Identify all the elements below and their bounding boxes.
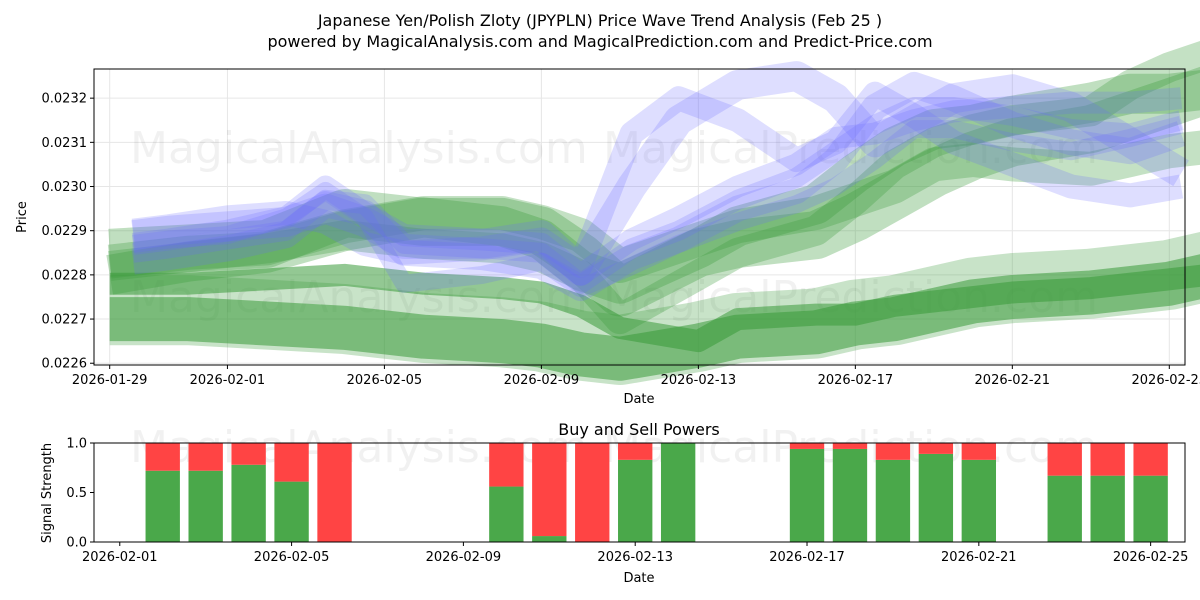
blue-band-wave-4 xyxy=(131,61,1189,286)
green-band-upper-2 xyxy=(106,70,1200,304)
top-xtick-label-4: 2026-02-13 xyxy=(661,373,737,388)
sell-bar-13 xyxy=(918,443,954,454)
sell-bar-5 xyxy=(489,443,524,487)
sell-bar-11 xyxy=(832,443,868,449)
bottom-xtick-label-4: 2026-02-17 xyxy=(769,550,845,565)
top-y-ticks: 0.0226 0.0227 0.0228 0.0229 0.0230 0.0231 0.02… xyxy=(42,92,94,372)
bottom-ytick-label-0: 0.0 xyxy=(66,536,87,551)
chart-title-line-2: powered by MagicalAnalysis.com and Magic… xyxy=(267,32,932,51)
top-ytick-label-1: 0.0227 xyxy=(42,313,88,328)
signal-bars xyxy=(145,443,1168,542)
top-x-axis-label: Date xyxy=(623,392,654,407)
top-y-axis-label: Price xyxy=(15,201,30,233)
sell-bar-15 xyxy=(1047,443,1082,476)
buy-sell-title: Buy and Sell Powers xyxy=(558,420,720,439)
top-x-ticks: 2026-01-29 2026-02-01 2026-02-05 2026-02-09… xyxy=(72,365,1200,388)
green-band-upper-3 xyxy=(107,130,1200,283)
top-ytick-label-3: 0.0229 xyxy=(42,224,88,239)
top-xtick-label-6: 2026-02-21 xyxy=(975,373,1051,388)
sell-bar-7 xyxy=(575,443,610,542)
blue-band-wave-3 xyxy=(131,71,1186,302)
sell-bar-16 xyxy=(1090,443,1125,476)
sell-bar-2 xyxy=(231,443,266,465)
buy-bar-6 xyxy=(532,536,567,542)
bottom-ytick-label-2: 1.0 xyxy=(66,437,87,452)
bottom-y-ticks: 0.0 0.5 1.0 xyxy=(66,437,94,551)
blue-band-wave-2 xyxy=(131,97,1184,294)
bottom-y-axis-label: Signal Strength xyxy=(40,443,55,543)
top-xtick-label-1: 2026-02-01 xyxy=(190,373,266,388)
buy-bar-1 xyxy=(188,470,223,542)
top-ytick-label-6: 0.0232 xyxy=(42,92,88,107)
top-xtick-label-3: 2026-02-09 xyxy=(504,373,580,388)
chart-title-line-1: Japanese Yen/Polish Zloty (JPYPLN) Price… xyxy=(317,11,882,30)
green-band-upper-4 xyxy=(108,41,1200,335)
watermark-prediction-top: MagicalPrediction.com xyxy=(603,123,1098,174)
sell-bar-1 xyxy=(188,443,223,471)
sell-bar-8 xyxy=(618,443,653,460)
buy-bar-15 xyxy=(1047,475,1082,542)
top-xtick-label-0: 2026-01-29 xyxy=(72,373,148,388)
bottom-xtick-label-1: 2026-02-05 xyxy=(254,550,330,565)
buy-bar-11 xyxy=(832,448,868,542)
bottom-ytick-label-1: 0.5 xyxy=(66,486,87,501)
sell-bar-6 xyxy=(532,443,567,537)
buy-sell-powers-chart: Buy and Sell Powers MagicalAnalysis.com … xyxy=(40,420,1188,586)
buy-bar-14 xyxy=(961,459,997,542)
bottom-xtick-label-0: 2026-02-01 xyxy=(82,550,158,565)
buy-bar-2 xyxy=(231,464,266,542)
sell-bar-3 xyxy=(274,443,309,482)
top-ytick-label-2: 0.0228 xyxy=(42,268,88,283)
top-xtick-label-7: 2026-02-25 xyxy=(1132,373,1200,388)
blue-band-wave-5 xyxy=(131,81,1184,278)
buy-bar-13 xyxy=(918,453,954,542)
top-ytick-label-5: 0.0231 xyxy=(42,136,88,151)
bottom-xtick-label-6: 2026-02-25 xyxy=(1113,550,1189,565)
sell-bar-4 xyxy=(317,443,352,542)
bottom-xtick-label-5: 2026-02-21 xyxy=(941,550,1017,565)
top-xtick-label-2: 2026-02-05 xyxy=(347,373,423,388)
bottom-xtick-label-3: 2026-02-13 xyxy=(597,550,673,565)
buy-bar-12 xyxy=(875,459,911,542)
sell-bar-17 xyxy=(1133,443,1168,476)
top-xtick-label-5: 2026-02-17 xyxy=(818,373,894,388)
buy-bar-17 xyxy=(1133,475,1168,542)
sell-bar-0 xyxy=(145,443,180,471)
buy-bar-8 xyxy=(618,459,653,542)
green-band-upper-1 xyxy=(108,66,1200,317)
buy-bar-16 xyxy=(1090,475,1125,542)
top-plot-frame xyxy=(93,68,1186,366)
buy-bar-9 xyxy=(660,443,696,542)
price-wave-chart: MagicalAnalysis.com MagicalPrediction.co… xyxy=(15,41,1200,407)
bottom-x-axis-label: Date xyxy=(623,571,654,586)
top-ytick-label-4: 0.0230 xyxy=(42,180,88,195)
buy-bar-3 xyxy=(274,481,309,542)
sell-bar-12 xyxy=(875,443,911,460)
bottom-x-ticks: 2026-02-01 2026-02-05 2026-02-09 2026-02-13… xyxy=(82,542,1188,565)
top-ytick-label-0: 0.0226 xyxy=(42,357,88,372)
watermark-analysis-top: MagicalAnalysis.com xyxy=(130,123,588,174)
sell-bar-14 xyxy=(961,443,997,460)
buy-bar-0 xyxy=(145,470,180,542)
sell-bar-10 xyxy=(789,443,825,449)
price-wave-bands xyxy=(106,41,1200,385)
green-band-low-wide xyxy=(109,254,1200,381)
buy-bar-10 xyxy=(789,448,825,542)
buy-bar-5 xyxy=(489,486,524,542)
bottom-xtick-label-2: 2026-02-09 xyxy=(426,550,502,565)
green-band-outer xyxy=(109,232,1200,385)
blue-band-wave-6 xyxy=(132,115,1184,298)
blue-band-wave-1 xyxy=(131,87,1183,286)
